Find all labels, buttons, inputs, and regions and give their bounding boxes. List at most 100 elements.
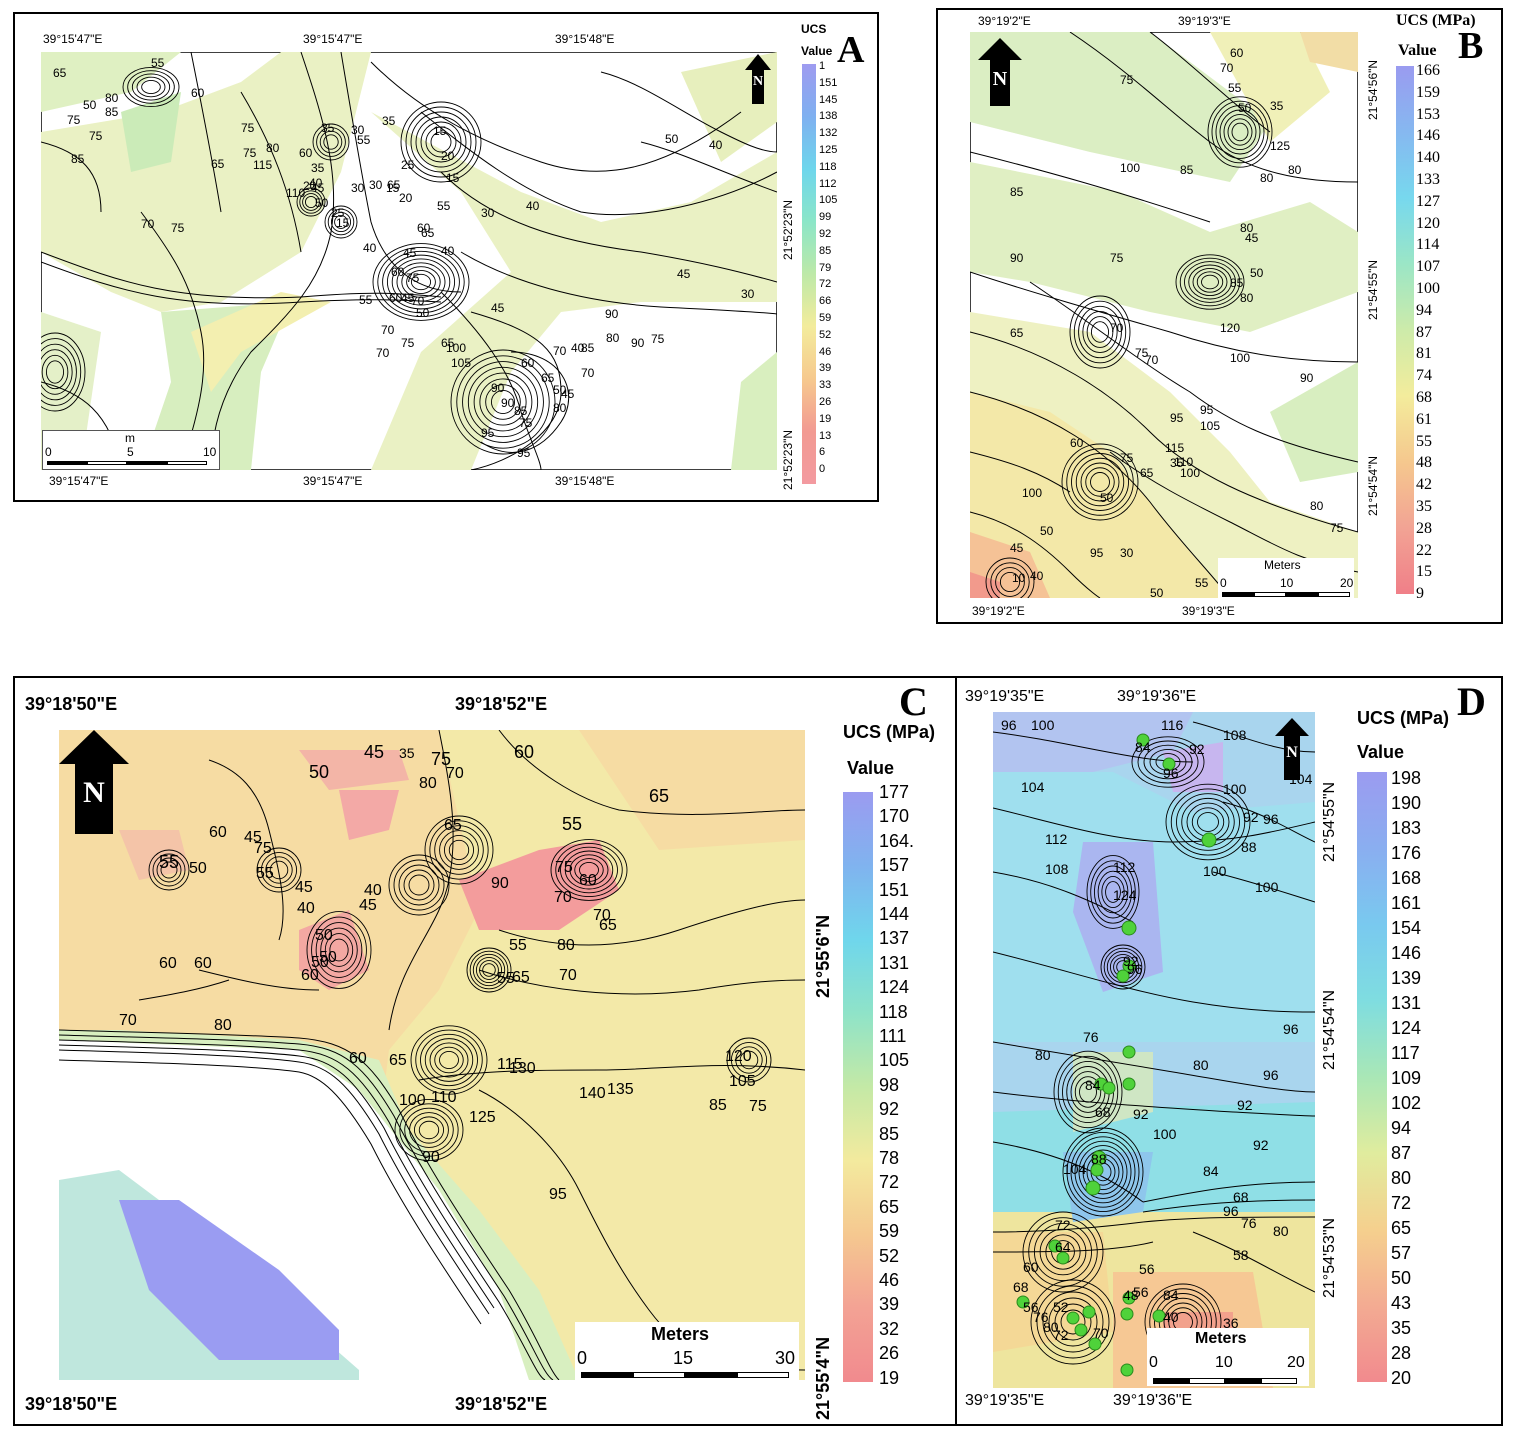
legend-title: UCS	[801, 22, 827, 36]
contour-label: 116	[1161, 717, 1184, 733]
contour-label: 75	[431, 749, 451, 769]
panel-a-top-coord: 39°15'47"E	[43, 32, 103, 46]
contour-label: 48	[1123, 1287, 1139, 1303]
legend-value: 85	[819, 244, 832, 257]
color-zone	[121, 92, 181, 172]
contour-ring	[1184, 261, 1236, 303]
contour-label: 90	[631, 336, 645, 350]
north-arrow-icon: N	[1275, 718, 1309, 780]
contour-label: 65	[53, 66, 67, 80]
contour-label: 84	[1163, 1287, 1179, 1303]
legend-value: 124	[1391, 1018, 1422, 1038]
contour-label: 80	[1043, 1319, 1059, 1335]
contour-ring	[386, 254, 456, 310]
legend-value: 114	[1416, 236, 1440, 254]
contour-ring	[1078, 305, 1122, 359]
contour-ring	[260, 851, 298, 889]
contour-ring	[415, 1029, 483, 1091]
contour-label: 100	[1022, 486, 1042, 500]
contour-label: 50	[665, 132, 679, 146]
legend-value: 74	[1416, 367, 1432, 385]
color-zone	[191, 292, 331, 392]
legend-value: 183	[1391, 818, 1422, 838]
contour-line	[59, 1029, 560, 1380]
contour-label: 52	[1053, 1299, 1069, 1315]
contour-label: 96	[1127, 961, 1143, 977]
contour-label: 36	[1223, 1315, 1239, 1331]
contour-label: 92	[1123, 953, 1139, 969]
legend-value: 125	[819, 144, 838, 156]
contour-ring	[574, 858, 604, 882]
contour-label: 50	[309, 762, 329, 782]
contour-ring	[136, 76, 166, 98]
contour-label: 135	[607, 1081, 634, 1098]
contour-line	[970, 451, 1071, 493]
legend-value: 177	[879, 782, 910, 802]
contour-label: 96	[1263, 1067, 1279, 1083]
contour-ring	[560, 846, 618, 894]
contour-ring	[1085, 467, 1115, 497]
contour-label: 50	[1105, 596, 1119, 598]
legend-value: 66	[819, 295, 832, 308]
contour-ring	[299, 190, 323, 214]
contour-line	[198, 969, 320, 991]
sample-point	[1122, 1291, 1136, 1305]
contour-ring	[726, 1037, 772, 1083]
sample-point	[1162, 757, 1176, 771]
legend-value: 19	[879, 1367, 900, 1388]
contour-label: 68	[1095, 1104, 1111, 1120]
panel-b-top-coord: 39°19'2"E	[978, 14, 1031, 28]
contour-label: 65	[389, 1052, 407, 1069]
sample-point	[1082, 1305, 1096, 1319]
contour-label: 72	[1055, 1217, 1071, 1233]
contour-ring	[1070, 1136, 1136, 1208]
contour-label: 65	[512, 969, 530, 986]
contour-label: 65	[1140, 466, 1154, 480]
sample-point	[1016, 1295, 1030, 1309]
contour-ring	[312, 123, 350, 161]
contour-label: 60	[299, 146, 313, 160]
contour-label: 80	[214, 1017, 232, 1034]
contour-ring	[550, 839, 628, 901]
contour-label: 95	[549, 1186, 567, 1203]
scale-bar: Meters 0 10 20	[1218, 558, 1354, 600]
contour-label: 45	[1245, 231, 1259, 245]
contour-line	[970, 511, 1101, 598]
contour-ring	[439, 830, 479, 870]
contour-label: 75	[749, 1098, 767, 1115]
contour-label: 50	[315, 196, 329, 210]
legend-value: 72	[819, 278, 832, 291]
legend-value: 65	[879, 1196, 900, 1217]
legend-value: 39	[879, 1294, 900, 1315]
contour-label: 95	[1170, 411, 1184, 425]
legend-value: 9	[1416, 585, 1424, 603]
contour-ring	[469, 950, 509, 990]
contour-ring	[1176, 793, 1240, 851]
contour-ring	[41, 338, 82, 406]
contour-label: 85	[105, 105, 119, 119]
contour-label: 45	[561, 387, 575, 401]
contour-label: 92	[1133, 1106, 1149, 1122]
contour-label: 88	[1091, 1151, 1107, 1167]
contour-label: 50	[553, 383, 567, 397]
legend-value: 46	[819, 345, 832, 358]
color-zone	[970, 162, 1358, 332]
contour-ring	[473, 372, 533, 432]
contour-ring	[148, 849, 190, 891]
contour-ring	[1143, 744, 1193, 780]
contour-line	[59, 1034, 554, 1380]
legend-value: 100	[1416, 280, 1440, 297]
panel-d-bottom-coord: 39°19'36"E	[1113, 1392, 1193, 1409]
contour-line	[1069, 32, 1358, 183]
contour-ring	[1057, 1055, 1119, 1129]
sample-point	[1056, 1251, 1070, 1265]
legend-value: 48	[1416, 454, 1432, 472]
contour-label: 65	[444, 817, 462, 834]
contour-ring	[434, 825, 484, 875]
contour-ring	[424, 815, 494, 885]
contour-label: 100	[1230, 351, 1250, 365]
contour-line	[993, 951, 1315, 1013]
contour-ring	[256, 847, 302, 893]
panel-a: A 55 60 65 50 80 85 75 75 85 75 65 75 80 115 110 70 75 60…	[13, 12, 879, 502]
